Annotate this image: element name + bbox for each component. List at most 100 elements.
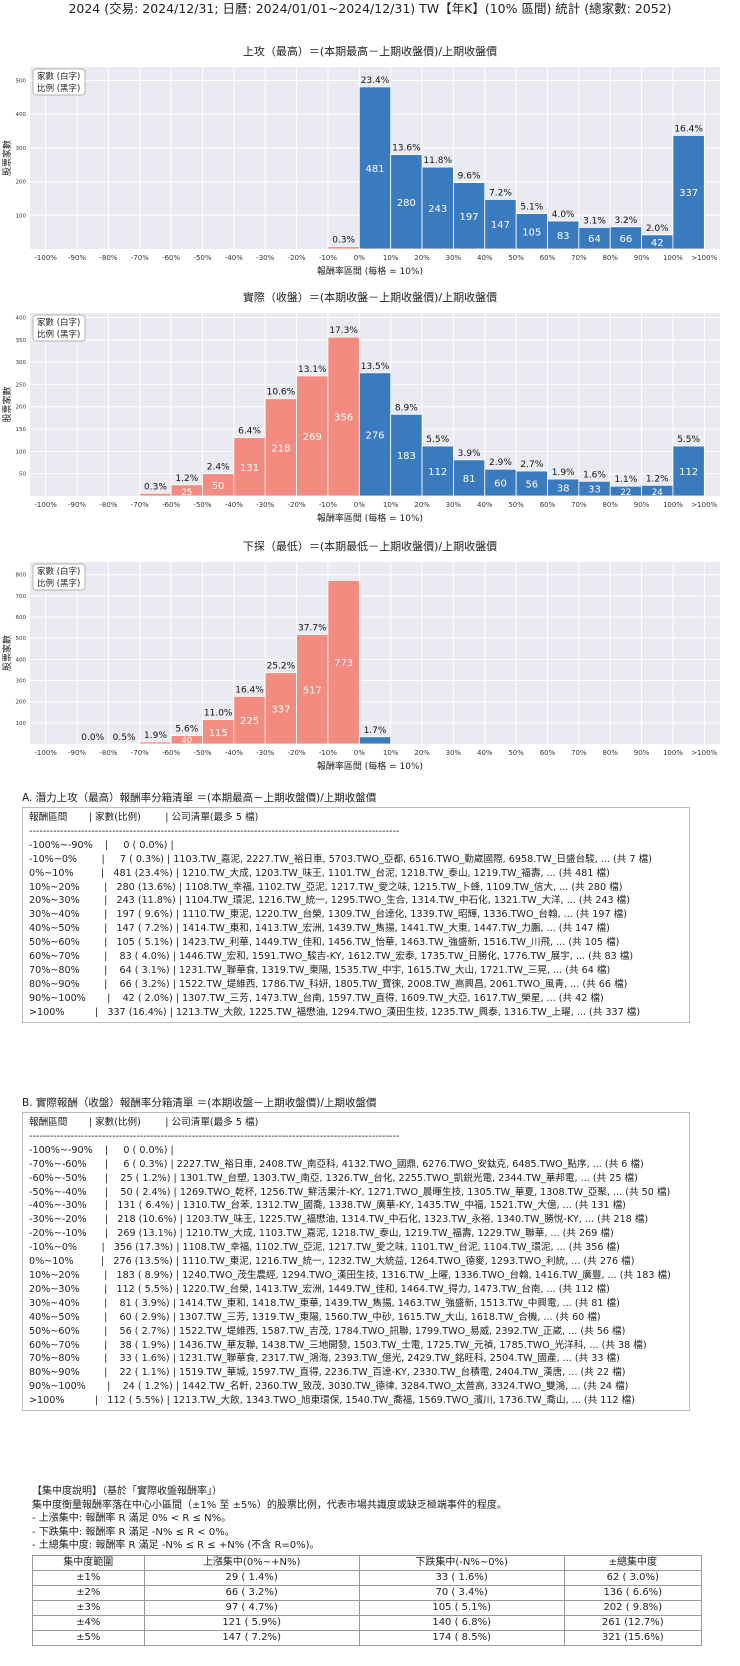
table-header: 報酬區間 | 家數(比例) | 公司清單(最多 5 檔) <box>29 1117 259 1128</box>
bar <box>515 470 548 497</box>
x-tick-label: -30% <box>256 501 274 509</box>
x-tick-label: -60% <box>162 501 180 509</box>
bar-pct-label: 5.1% <box>520 203 543 213</box>
x-axis-label: 報酬率區間 (每格 = 10%) <box>317 760 423 772</box>
y-tick-label: 250 <box>16 382 27 388</box>
table-row: 10%~20% | 280 (13.6%) | 1108.TW_幸福, 1102… <box>29 881 623 893</box>
bar-count-label: 40 <box>181 736 192 746</box>
table-row: 60%~70% | 38 ( 1.9%) | 1436.TW_華友聯, 1438… <box>29 1339 647 1351</box>
table-cell: 29 ( 1.4%) <box>143 1569 360 1586</box>
table-cell: 321 (15.6%) <box>563 1629 703 1646</box>
bar-count-label: 517 <box>303 685 322 696</box>
x-tick-label: -60% <box>162 749 180 757</box>
table-row: 90%~100% | 42 ( 2.0%) | 1307.TW_三芳, 1473… <box>29 992 604 1004</box>
bar-pct-label: 13.5% <box>361 362 390 372</box>
table-cell: 97 ( 4.7%) <box>143 1599 360 1616</box>
table-cell: 174 ( 8.5%) <box>358 1629 565 1646</box>
y-tick-label: 400 <box>16 112 27 118</box>
bar <box>453 182 486 250</box>
bar <box>264 398 297 497</box>
x-tick-label: -10% <box>319 749 337 757</box>
bar <box>358 372 392 497</box>
table-row: 70%~80% | 64 ( 3.1%) | 1231.TW_聯華食, 1319… <box>29 964 611 976</box>
x-tick-label: >100% <box>691 749 717 757</box>
x-tick-label: 20% <box>414 254 430 262</box>
legend-box <box>32 314 86 342</box>
y-tick-label: 50 <box>19 472 26 478</box>
x-tick-label: 60% <box>540 749 556 757</box>
section-b-title: B. 實際報酬（收盤）報酬率分箱清單 ＝(本期收盤－上期收盤價)/上期收盤價 <box>22 1097 377 1109</box>
bar-pct-label: 0.0% <box>81 733 104 743</box>
legend-box <box>32 563 86 591</box>
bar-pct-label: 8.9% <box>395 403 418 413</box>
bar-pct-label: 6.4% <box>238 427 261 437</box>
chart-svg: 實際（收盤）＝(本期收盤－上期收盤價)/上期收盤價 50 100 150 200 250 3… <box>1 290 720 524</box>
table-row: -100%~-90% | 0 ( 0.0%) | <box>29 839 174 851</box>
y-tick-label: 100 <box>16 721 27 727</box>
bar-count-label: 25 <box>181 488 192 498</box>
x-tick-label: -90% <box>68 254 86 262</box>
x-tick-label: 90% <box>634 254 650 262</box>
concentration-line: - 下跌集中: 報酬率 R 滿足 -N% ≤ R < 0%。 <box>32 1526 235 1538</box>
bar-pct-label: 25.2% <box>267 662 296 672</box>
x-tick-label: 70% <box>571 749 587 757</box>
concentration-section: 【集中度說明】（基於「實際收盤報酬率」） 集中度衡量報酬率落在中心小區間（±1%… <box>32 1485 722 1646</box>
table-row: 40%~50% | 147 ( 7.2%) | 1414.TW_東和, 1413… <box>29 923 610 935</box>
x-tick-label: -70% <box>131 501 149 509</box>
bar-pct-label: 1.2% <box>646 474 669 484</box>
x-tick-label: -30% <box>256 254 274 262</box>
x-tick-label: -20% <box>288 254 306 262</box>
y-tick-label: 200 <box>16 405 27 411</box>
x-tick-label: -40% <box>225 254 243 262</box>
y-tick-label: 300 <box>16 679 27 685</box>
x-tick-label: 10% <box>383 254 399 262</box>
legend-box <box>32 68 86 96</box>
bar-pct-label: 10.6% <box>267 388 296 398</box>
table-cell: 121 ( 5.9%) <box>143 1614 360 1631</box>
bar <box>672 135 705 250</box>
bar-pct-label: 0.3% <box>144 482 167 492</box>
bar-pct-label: 1.7% <box>364 726 387 736</box>
concentration-table: 集中度範圍 上漲集中(0%~+N%) 下跌集中(-N%~0%) ±總集中度 ±1… <box>32 1554 703 1646</box>
bar-count-label: 131 <box>240 463 259 474</box>
x-tick-label: 30% <box>446 254 462 262</box>
table-cell: 70 ( 3.4%) <box>358 1584 565 1601</box>
y-tick-label: 350 <box>16 338 27 344</box>
concentration-line: - 土總集中度: 報酬率 R 滿足 -N% ≤ R ≤ +N% (不含 R=0%… <box>32 1540 320 1551</box>
bar <box>421 445 454 497</box>
bar-pct-label: 5.6% <box>175 725 198 735</box>
bar-count-label: 269 <box>303 432 322 443</box>
x-tick-label: -100% <box>34 254 57 262</box>
x-tick-label: 20% <box>414 501 430 509</box>
col-header: 上漲集中(0%~+N%) <box>143 1554 360 1571</box>
x-tick-label: 0% <box>354 254 365 262</box>
bar-pct-label: 2.0% <box>646 224 669 234</box>
x-tick-label: -50% <box>193 501 211 509</box>
table-row: 80%~90% | 22 ( 1.1%) | 1519.TW_華城, 1597.… <box>29 1367 626 1379</box>
table-cell: 140 ( 6.8%) <box>358 1614 565 1631</box>
table-row: >100% | 112 ( 5.5%) | 1213.TW_大飲, 1343.T… <box>29 1395 635 1407</box>
x-tick-label: -100% <box>34 501 57 509</box>
section-b: B. 實際報酬（收盤）報酬率分箱清單 ＝(本期收盤－上期收盤價)/上期收盤價 報… <box>22 1095 690 1412</box>
x-tick-label: 100% <box>663 254 683 262</box>
x-tick-label: 40% <box>477 501 493 509</box>
x-tick-label: -20% <box>288 501 306 509</box>
x-tick-label: >100% <box>691 501 717 509</box>
table-row: -100%~-90% | 0 ( 0.0%) | <box>29 1144 174 1156</box>
x-tick-label: 10% <box>383 501 399 509</box>
x-tick-label: 40% <box>477 749 493 757</box>
bar <box>202 719 235 745</box>
table-cell: 147 ( 7.2%) <box>143 1629 360 1646</box>
bar-count-label: 60 <box>494 479 507 490</box>
bar-count-label: 218 <box>271 443 290 454</box>
bar-count-label: 42 <box>651 238 664 249</box>
bar <box>327 336 360 497</box>
chart-close-return: 實際（收盤）＝(本期收盤－上期收盤價)/上期收盤價 50 100 150 200 250 3… <box>0 286 740 532</box>
y-tick-label: 500 <box>16 636 27 642</box>
table-cell: 136 ( 6.6%) <box>563 1584 703 1601</box>
x-tick-label: >100% <box>691 254 717 262</box>
table-cell: 261 (12.7%) <box>563 1614 703 1631</box>
y-tick-label: 200 <box>16 180 27 186</box>
section-b-table: 報酬區間 | 家數(比例) | 公司清單(最多 5 檔) ------------… <box>22 1112 690 1412</box>
y-tick-label: 300 <box>16 146 27 152</box>
